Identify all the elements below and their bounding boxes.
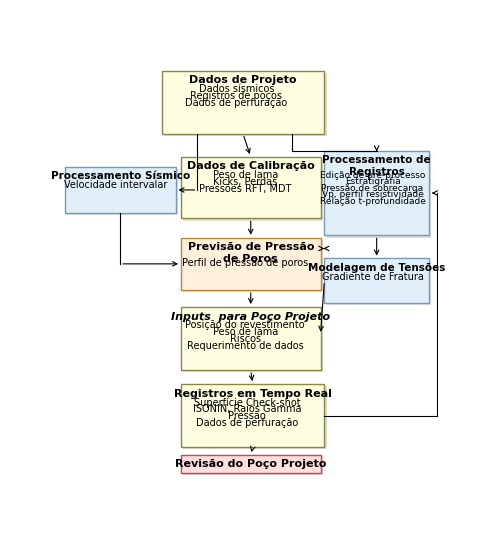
Text: Dados de perfuração: Dados de perfuração <box>196 418 298 428</box>
FancyBboxPatch shape <box>324 258 429 303</box>
Text: Edição de pré-processo: Edição de pré-processo <box>320 171 425 180</box>
Text: Peso de lama: Peso de lama <box>212 170 278 180</box>
FancyBboxPatch shape <box>164 73 327 136</box>
Text: Dados de Calibração: Dados de Calibração <box>187 162 315 171</box>
Text: Modelagem de Tensões: Modelagem de Tensões <box>308 263 446 273</box>
FancyBboxPatch shape <box>181 307 320 370</box>
Text: Relação t-profundidade: Relação t-profundidade <box>319 197 426 206</box>
Text: Dados sísmicos: Dados sísmicos <box>199 84 274 94</box>
FancyBboxPatch shape <box>183 240 323 292</box>
Text: Dados de Projeto: Dados de Projeto <box>189 75 297 85</box>
FancyBboxPatch shape <box>324 151 429 235</box>
Text: Previsão de Pressão
de Poros: Previsão de Pressão de Poros <box>187 242 314 264</box>
Text: Superfície Check-shot: Superfície Check-shot <box>194 397 300 408</box>
FancyBboxPatch shape <box>183 457 323 475</box>
Text: Registros de poços: Registros de poços <box>190 91 282 101</box>
Text: Pressão de sobrecarga: Pressão de sobrecarga <box>321 184 424 193</box>
FancyBboxPatch shape <box>181 157 320 219</box>
Text: Riscos: Riscos <box>229 335 261 344</box>
Text: Posição do revestimento: Posição do revestimento <box>186 321 305 330</box>
Text: Requerimento de dados: Requerimento de dados <box>187 341 303 351</box>
Text: Velocidade intervalar: Velocidade intervalar <box>64 180 168 190</box>
FancyBboxPatch shape <box>327 261 431 306</box>
Text: Revisão do Poço Projeto: Revisão do Poço Projeto <box>175 460 326 469</box>
FancyBboxPatch shape <box>183 159 323 221</box>
Text: Peso de lama: Peso de lama <box>212 328 278 337</box>
Text: Gradiente de Fratura: Gradiente de Fratura <box>321 272 423 281</box>
Text: Perfil de pressão de poros: Perfil de pressão de poros <box>182 258 308 268</box>
FancyBboxPatch shape <box>181 238 320 290</box>
Text: Pressão: Pressão <box>228 411 266 422</box>
FancyBboxPatch shape <box>162 70 324 134</box>
Text: Dados de perfuração: Dados de perfuração <box>186 98 288 108</box>
FancyBboxPatch shape <box>327 153 431 238</box>
Text: Pressões RFT, MDT: Pressões RFT, MDT <box>199 184 291 194</box>
FancyBboxPatch shape <box>65 167 176 213</box>
FancyBboxPatch shape <box>67 169 178 215</box>
Text: ISONIN, Raios Gamma: ISONIN, Raios Gamma <box>193 404 301 415</box>
FancyBboxPatch shape <box>181 455 320 473</box>
FancyBboxPatch shape <box>183 386 327 449</box>
Text: Estratigrafia: Estratigrafia <box>345 177 400 186</box>
Text: Processamento Sísmico: Processamento Sísmico <box>51 171 190 182</box>
Text: Inputs  para Poço Projeto: Inputs para Poço Projeto <box>171 311 330 322</box>
Text: Kicks, Perdas: Kicks, Perdas <box>213 177 277 187</box>
Text: Registros em Tempo Real: Registros em Tempo Real <box>174 389 332 398</box>
FancyBboxPatch shape <box>183 309 323 373</box>
Text: Vp, perfil resistividade: Vp, perfil resistividade <box>321 190 423 199</box>
FancyBboxPatch shape <box>181 384 324 447</box>
Text: Processamento de
Registros: Processamento de Registros <box>322 155 431 177</box>
